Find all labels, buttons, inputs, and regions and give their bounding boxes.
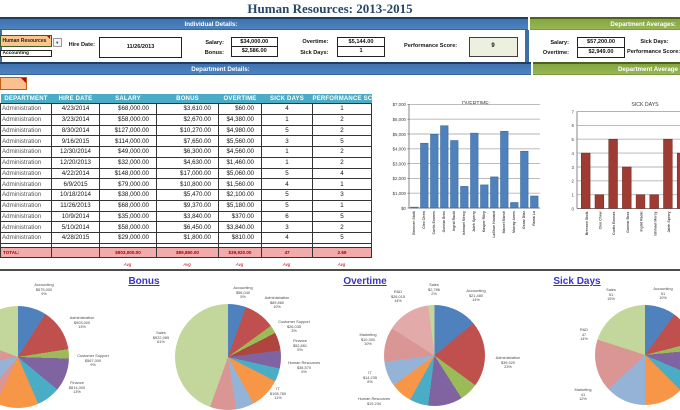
svg-text:$2,000: $2,000 bbox=[393, 176, 407, 181]
svg-text:Brennen Stolk: Brennen Stolk bbox=[412, 211, 416, 235]
svg-text:Marcel Marsh: Marcel Marsh bbox=[502, 211, 506, 233]
svg-text:Ingrid Racki: Ingrid Racki bbox=[640, 211, 644, 231]
svg-text:2: 2 bbox=[572, 179, 575, 184]
svg-text:$7,000: $7,000 bbox=[393, 102, 407, 107]
svg-text:Curtis Emmes: Curtis Emmes bbox=[432, 211, 436, 235]
svg-text:0: 0 bbox=[572, 206, 575, 211]
svg-text:$5,000: $5,000 bbox=[393, 132, 407, 137]
svg-text:$1,000: $1,000 bbox=[393, 191, 407, 196]
svg-text:Ingrid Racki: Ingrid Racki bbox=[452, 211, 456, 231]
svg-text:Gunnar Bros: Gunnar Bros bbox=[626, 211, 630, 232]
svg-text:SICK DAYS: SICK DAYS bbox=[631, 102, 659, 108]
svg-text:Murray Ames: Murray Ames bbox=[512, 211, 516, 233]
svg-text:$4,000: $4,000 bbox=[393, 147, 407, 152]
svg-text:Cleo Chew: Cleo Chew bbox=[422, 211, 426, 229]
svg-text:LaShun Howard: LaShun Howard bbox=[492, 211, 496, 238]
svg-text:Jaleh Sperry: Jaleh Sperry bbox=[472, 211, 476, 232]
svg-text:Brennen Stolk: Brennen Stolk bbox=[585, 211, 589, 235]
svg-text:Jaleh Sperry: Jaleh Sperry bbox=[667, 211, 671, 232]
svg-text:4: 4 bbox=[572, 151, 575, 156]
svg-text:Ishmael Mercy: Ishmael Mercy bbox=[462, 211, 466, 235]
svg-text:5: 5 bbox=[572, 137, 575, 142]
svg-text:Curtis Emmes: Curtis Emmes bbox=[612, 211, 616, 235]
svg-text:Oscar Diaz: Oscar Diaz bbox=[522, 211, 526, 229]
svg-text:1: 1 bbox=[572, 193, 575, 198]
svg-text:6: 6 bbox=[572, 123, 575, 128]
svg-text:$6,000: $6,000 bbox=[393, 117, 407, 122]
svg-text:$0: $0 bbox=[401, 206, 406, 211]
svg-text:Rama Lu: Rama Lu bbox=[532, 211, 536, 226]
svg-text:$3,000: $3,000 bbox=[393, 161, 407, 166]
svg-text:7: 7 bbox=[572, 109, 575, 114]
svg-text:Kasper Riley: Kasper Riley bbox=[482, 211, 486, 232]
svg-text:3: 3 bbox=[572, 165, 575, 170]
svg-text:Cleo Chew: Cleo Chew bbox=[599, 211, 603, 229]
svg-text:Ishmael Mercy: Ishmael Mercy bbox=[653, 211, 657, 235]
svg-text:Gunnar Bros: Gunnar Bros bbox=[442, 211, 446, 232]
